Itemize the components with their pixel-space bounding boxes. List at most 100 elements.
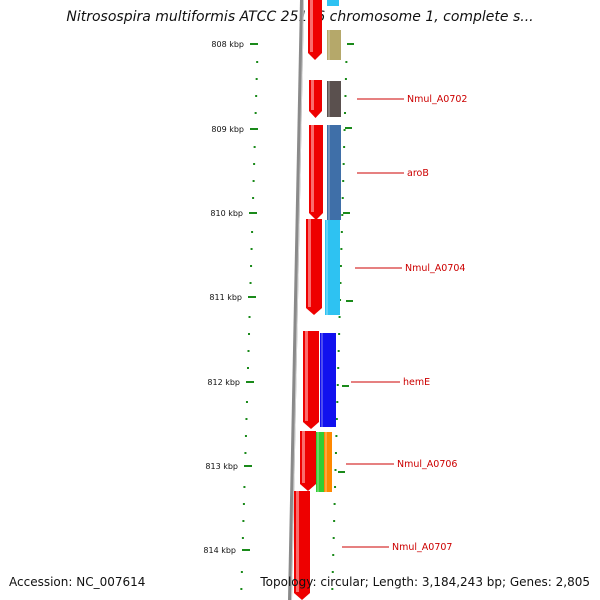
minor-tick xyxy=(337,367,340,369)
gene-shine xyxy=(317,432,319,492)
minor-tick xyxy=(332,554,335,556)
gene-track[interactable] xyxy=(316,0,341,492)
gene-label[interactable]: Nmul_A0706 xyxy=(397,459,457,470)
gene-label[interactable]: Nmul_A0707 xyxy=(392,542,452,553)
cds-shine xyxy=(302,431,305,483)
minor-tick xyxy=(338,316,341,318)
kbp-label: 808 kbp xyxy=(211,40,244,49)
minor-tick xyxy=(343,146,346,148)
gene-bar-nmul-a0704[interactable] xyxy=(325,220,340,315)
kbp-label: 813 kbp xyxy=(205,462,238,471)
minor-tick xyxy=(242,520,245,522)
gene-shine xyxy=(326,220,328,315)
minor-tick xyxy=(341,197,344,199)
gene-shine xyxy=(328,81,330,117)
tick-dots xyxy=(240,43,354,590)
minor-tick xyxy=(331,571,334,573)
minor-tick xyxy=(334,486,337,488)
minor-tick xyxy=(254,112,257,114)
gene-bar-arob[interactable] xyxy=(327,125,341,220)
accession-text: Accession: NC_007614 xyxy=(9,575,146,589)
gene-label[interactable]: aroB xyxy=(407,168,429,179)
gene-bar-nmul-a0706-green[interactable] xyxy=(316,432,324,492)
cds-shine xyxy=(308,219,311,307)
minor-tick xyxy=(244,452,247,454)
minor-tick xyxy=(344,78,347,80)
minor-tick xyxy=(255,95,258,97)
minor-tick xyxy=(341,214,344,216)
minor-tick xyxy=(338,333,341,335)
minor-tick xyxy=(339,299,342,301)
minor-tick xyxy=(340,248,343,250)
gene-label[interactable]: Nmul_A0704 xyxy=(405,263,465,274)
gene-labels[interactable]: Nmul_A0702 aroB Nmul_A0704 hemE Nmul_A0706 Nm… xyxy=(342,94,467,553)
minor-tick xyxy=(333,503,336,505)
minor-tick xyxy=(332,537,335,539)
minor-tick xyxy=(340,231,343,233)
kbp-ruler: 808 kbp 809 kbp 810 kbp 811 kbp 812 kbp 813 k… xyxy=(203,40,258,555)
minor-tick xyxy=(342,163,345,165)
minor-tick xyxy=(251,231,254,233)
minor-tick xyxy=(244,435,247,437)
cds-shine xyxy=(311,80,314,110)
cds-shine xyxy=(296,491,299,592)
minor-tick xyxy=(245,401,248,403)
backbone-line xyxy=(288,0,304,600)
gene-shine xyxy=(325,432,327,492)
gene-bar-heme[interactable] xyxy=(320,333,336,427)
minor-tick xyxy=(250,248,253,250)
minor-tick xyxy=(240,571,243,573)
minor-tick xyxy=(252,180,255,182)
kbp-label: 809 kbp xyxy=(211,125,244,134)
gene-shine xyxy=(321,333,323,427)
gene-shine xyxy=(328,30,330,60)
gene-bar-top[interactable] xyxy=(327,0,339,6)
minor-tick xyxy=(249,282,252,284)
minor-tick xyxy=(334,469,337,471)
minor-tick xyxy=(255,78,258,80)
kbp-label: 810 kbp xyxy=(210,209,243,218)
minor-tick xyxy=(243,486,246,488)
minor-tick xyxy=(344,95,347,97)
gene-label[interactable]: Nmul_A0702 xyxy=(407,94,467,105)
minor-tick xyxy=(245,418,248,420)
minor-tick xyxy=(246,367,249,369)
gene-bar-0[interactable] xyxy=(327,30,341,60)
kbp-label: 814 kbp xyxy=(203,546,236,555)
minor-tick xyxy=(253,146,256,148)
cds-arrow[interactable] xyxy=(309,80,322,118)
minor-tick xyxy=(336,401,339,403)
cds-shine xyxy=(311,125,314,212)
kbp-label: 812 kbp xyxy=(207,378,240,387)
minor-tick xyxy=(342,180,345,182)
gene-bar-nmul-a0706-orange[interactable] xyxy=(324,432,332,492)
gene-label[interactable]: hemE xyxy=(403,377,430,388)
minor-tick xyxy=(247,350,250,352)
minor-tick xyxy=(336,384,339,386)
minor-tick xyxy=(248,333,251,335)
minor-tick xyxy=(331,588,334,590)
minor-tick xyxy=(242,503,245,505)
minor-tick xyxy=(253,163,256,165)
minor-tick xyxy=(344,112,347,114)
minor-tick xyxy=(339,265,342,267)
minor-tick xyxy=(256,61,259,63)
minor-tick xyxy=(335,435,338,437)
minor-tick xyxy=(250,265,253,267)
gene-shine xyxy=(328,125,330,220)
minor-tick xyxy=(335,418,338,420)
minor-tick xyxy=(252,197,255,199)
cds-track[interactable] xyxy=(294,0,323,600)
kbp-label: 811 kbp xyxy=(209,293,242,302)
minor-tick xyxy=(343,129,346,131)
minor-tick xyxy=(334,452,337,454)
topology-summary: Topology: circular; Length: 3,184,243 bp… xyxy=(260,575,590,589)
gene-bar-nmul-a0702[interactable] xyxy=(327,81,341,117)
cds-shine xyxy=(310,0,313,52)
minor-tick xyxy=(333,520,336,522)
cds-shine xyxy=(305,331,308,421)
minor-tick xyxy=(337,350,340,352)
minor-tick xyxy=(339,282,342,284)
minor-tick xyxy=(345,61,348,63)
